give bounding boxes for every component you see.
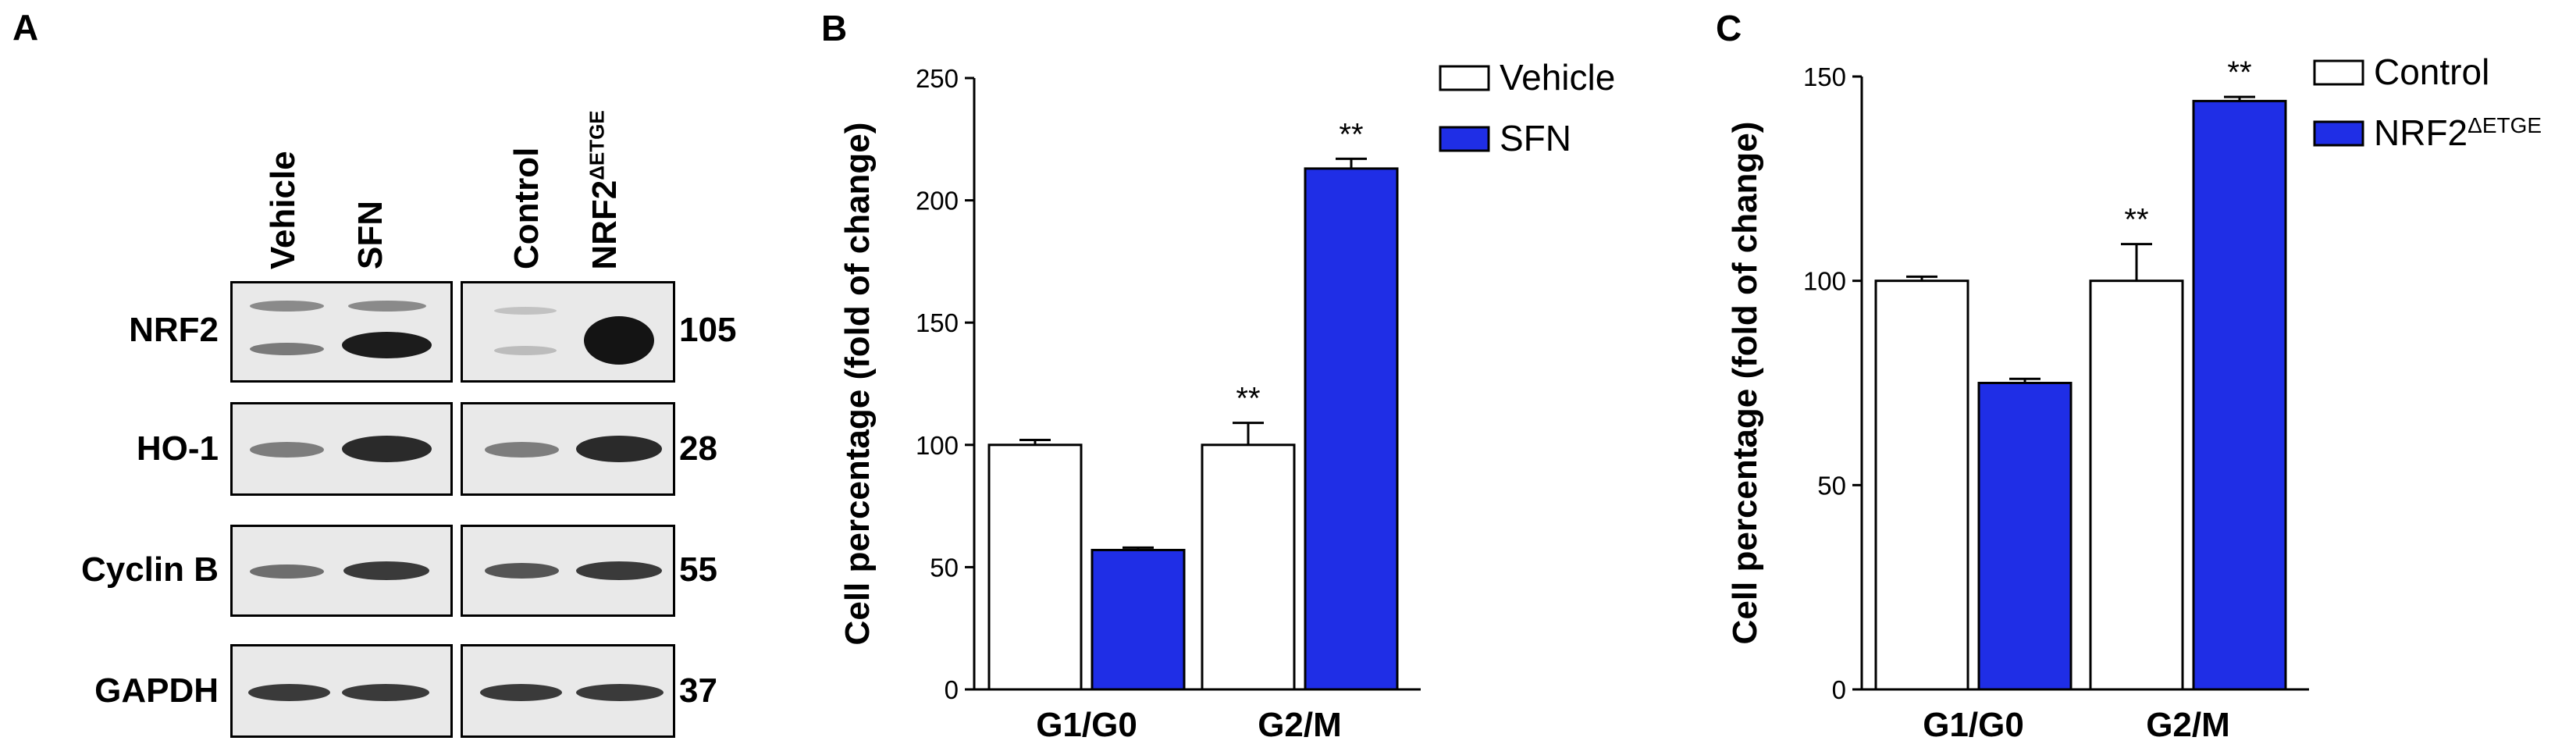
- bar-control-g1-g0: [1874, 280, 1969, 691]
- blot-ho1-left: [230, 402, 453, 496]
- bar-nrf2-g1-g0: [1977, 382, 2073, 691]
- band: [576, 436, 662, 462]
- legend-swatch: [2313, 120, 2364, 147]
- band: [342, 332, 432, 358]
- band: [485, 563, 559, 579]
- bar-nrf2-g2-m: [2192, 99, 2287, 691]
- band: [485, 442, 559, 458]
- y-axis-label: Cell percentage (fold of change): [838, 123, 877, 646]
- x-tick-label: G2/M: [2146, 706, 2230, 744]
- lane-label-control: Control: [507, 147, 546, 269]
- bar-chart-b: B 0 50 100 150 200 250 Cell percentage (fold of…: [821, 8, 1615, 744]
- y-tick-label: 100: [1803, 267, 1846, 296]
- western-blot-panel: A Vehicle SFN Control NRF2ΔETGE NRF2 HO-…: [0, 0, 781, 755]
- y-tick-label: 150: [1803, 62, 1846, 91]
- x-tick-label: G1/G0: [1036, 706, 1137, 744]
- legend-swatch: [1439, 65, 1490, 91]
- row-label-nrf2: NRF2: [129, 311, 219, 349]
- band: [576, 684, 664, 701]
- panel-letter-b: B: [821, 8, 847, 48]
- bar-vehicle-g2-m: [1201, 443, 1296, 691]
- panel-letter-a: A: [12, 7, 39, 48]
- y-axis-label: Cell percentage (fold of change): [1726, 122, 1764, 645]
- row-label-gapdh: GAPDH: [94, 671, 219, 710]
- blot-ho1-right: [461, 402, 675, 496]
- mw-label-55: 55: [679, 550, 717, 589]
- band: [494, 307, 557, 315]
- bar-sfn-g2-m: [1304, 167, 1399, 691]
- y-tick-label: 50: [930, 553, 959, 582]
- band: [250, 343, 324, 355]
- blot-gapdh-left: [230, 644, 453, 738]
- y-tick-label: 0: [945, 675, 959, 704]
- y-tick-label: 0: [1832, 675, 1846, 704]
- band: [342, 436, 432, 462]
- mw-label-37: 37: [679, 671, 717, 710]
- bar-chart-c: C 0 50 100 150 Cell percentage (fold of chang…: [1716, 8, 2542, 744]
- row-label-ho1: HO-1: [136, 429, 219, 468]
- y-tick-label: 250: [916, 64, 959, 93]
- band: [348, 301, 426, 312]
- panel-letter-c: C: [1716, 8, 1742, 48]
- legend-label: NRF2ΔETGE: [2374, 112, 2542, 153]
- band: [480, 684, 562, 701]
- legend-label: Vehicle: [1500, 57, 1615, 98]
- band: [343, 561, 429, 580]
- significance-marker: **: [2227, 55, 2251, 90]
- lane-label-sfn: SFN: [351, 201, 390, 269]
- y-tick-label: 200: [916, 187, 959, 215]
- legend-label: Control: [2374, 52, 2489, 92]
- lane-label-nrf2-detge: NRF2ΔETGE: [585, 110, 624, 270]
- blot-cyclinb-left: [230, 525, 453, 617]
- band: [584, 316, 654, 365]
- legend-swatch: [1439, 126, 1490, 152]
- y-tick-label: 150: [916, 308, 959, 337]
- significance-marker: **: [1236, 382, 1260, 416]
- blot-nrf2-right: [461, 281, 675, 383]
- legend-label: SFN: [1500, 118, 1571, 158]
- row-label-cyclin-b: Cyclin B: [80, 550, 219, 589]
- x-tick-label: G2/M: [1258, 706, 1342, 744]
- band: [494, 346, 557, 355]
- blot-gapdh-right: [461, 644, 675, 738]
- bar-control-g2-m: [2089, 280, 2184, 691]
- band: [342, 684, 429, 701]
- y-tick-label: 100: [916, 431, 959, 460]
- band: [250, 301, 324, 312]
- band: [248, 684, 330, 701]
- y-tick-label: 50: [1817, 471, 1846, 500]
- x-tick-label: G1/G0: [1923, 706, 2024, 744]
- significance-marker: **: [1339, 117, 1363, 151]
- legend-swatch: [2313, 59, 2364, 86]
- blot-nrf2-left: [230, 281, 453, 383]
- bar-sfn-g1-g0: [1091, 548, 1186, 691]
- mw-label-105: 105: [679, 311, 737, 349]
- lane-label-vehicle: Vehicle: [264, 151, 302, 269]
- blot-cyclinb-right: [461, 525, 675, 617]
- band: [250, 564, 324, 579]
- bar-vehicle-g1-g0: [987, 443, 1083, 691]
- mw-label-28: 28: [679, 429, 717, 468]
- significance-marker: **: [2124, 203, 2148, 237]
- band: [250, 442, 324, 458]
- band: [576, 561, 662, 580]
